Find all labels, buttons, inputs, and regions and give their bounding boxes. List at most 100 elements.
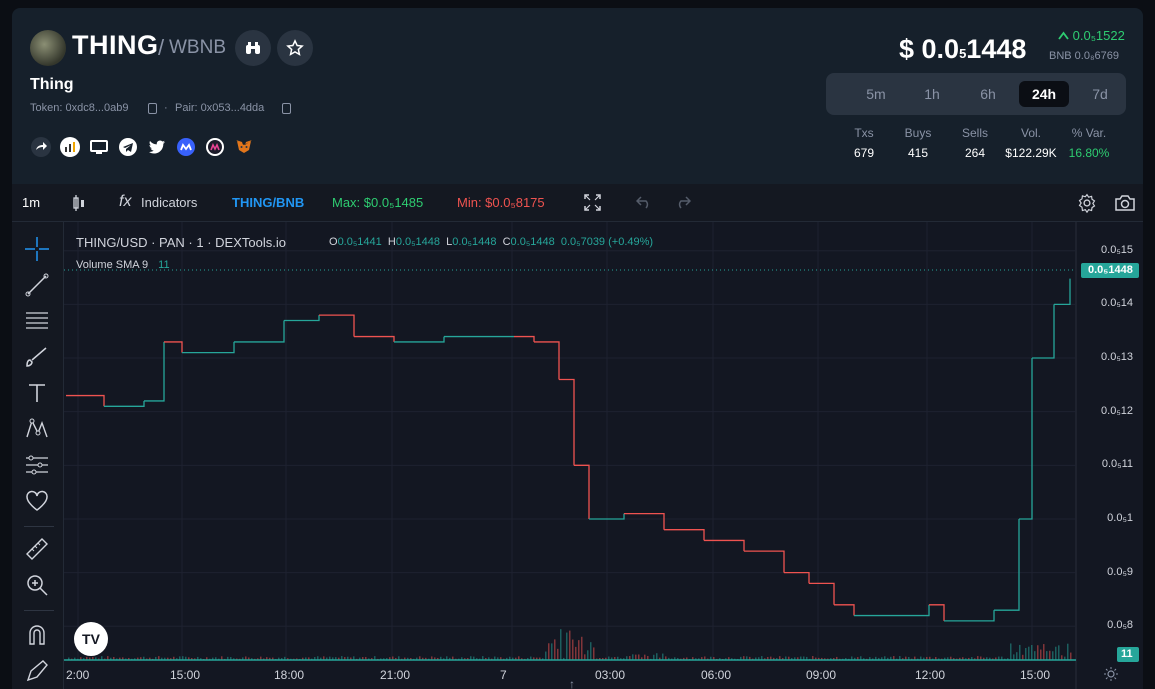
- tf-1h[interactable]: 1h: [924, 86, 940, 102]
- volume-bar: [761, 656, 763, 660]
- volume-bar: [140, 657, 142, 660]
- coinmarketcap-icon[interactable]: [175, 136, 196, 157]
- prediction-icon[interactable]: [24, 452, 50, 478]
- tradingview-logo[interactable]: TV: [74, 622, 108, 656]
- volume-bar: [968, 657, 970, 660]
- volume-bar: [983, 657, 985, 660]
- lock-drawing-icon[interactable]: [24, 658, 50, 684]
- copy-token-icon[interactable]: [148, 103, 157, 114]
- metamask-icon[interactable]: [233, 136, 254, 157]
- price-segment: [589, 513, 625, 520]
- ruler-icon[interactable]: [24, 536, 50, 562]
- twitter-icon[interactable]: [146, 136, 167, 157]
- volume-bar: [578, 640, 580, 660]
- y-tick-label: 0.0₅9: [1107, 565, 1133, 578]
- volume-bar: [1055, 646, 1057, 660]
- tf-24h[interactable]: 24h: [1019, 81, 1069, 107]
- indicators-icon[interactable]: fx: [119, 193, 132, 210]
- interval-button[interactable]: 1m: [22, 195, 41, 210]
- heart-icon[interactable]: [24, 488, 50, 514]
- volume-bar: [170, 658, 172, 660]
- tools-divider: [24, 526, 54, 527]
- volume-bar: [965, 658, 967, 660]
- trend-line-icon[interactable]: [24, 272, 50, 298]
- volume-bar: [197, 656, 199, 660]
- volume-bar: [647, 656, 649, 660]
- magnet-icon[interactable]: [24, 622, 50, 648]
- volume-bar: [692, 657, 694, 660]
- pair-toggle[interactable]: THING/BNB: [232, 195, 305, 210]
- volume-bar: [671, 658, 673, 660]
- crosshair-icon[interactable]: [24, 236, 50, 262]
- tf-5m[interactable]: 5m: [866, 86, 886, 102]
- website-icon[interactable]: [88, 136, 109, 157]
- volume-bar: [782, 658, 784, 660]
- indicators-button[interactable]: Indicators: [141, 195, 198, 210]
- volume-bar: [641, 657, 643, 660]
- chart-icon[interactable]: [59, 136, 80, 157]
- volume-bar: [938, 658, 940, 660]
- volume-bar: [368, 658, 370, 660]
- volume-bar: [1022, 654, 1024, 660]
- volume-bar: [548, 643, 550, 660]
- chart-toolbar: 1m fx Indicators THING/BNB Max: $0.0₅148…: [12, 184, 1143, 222]
- y-tick-label: 0.0₅15: [1101, 243, 1133, 256]
- candles-icon[interactable]: [72, 194, 86, 212]
- volume-bar: [1028, 646, 1030, 660]
- volume-bar: [1043, 644, 1045, 660]
- tf-6h[interactable]: 6h: [980, 86, 996, 102]
- undo-icon[interactable]: [636, 195, 652, 209]
- copy-pair-icon[interactable]: [282, 103, 291, 114]
- chart-canvas[interactable]: [64, 222, 1143, 689]
- text-icon[interactable]: [24, 380, 50, 406]
- volume-bar: [80, 657, 82, 660]
- zoom-in-icon[interactable]: [24, 572, 50, 598]
- volume-bar: [617, 656, 619, 660]
- volume-bar: [392, 656, 394, 660]
- settings-icon[interactable]: [1077, 193, 1097, 213]
- tf-7d[interactable]: 7d: [1092, 86, 1108, 102]
- volume-bar: [587, 650, 589, 660]
- price-segment: [534, 341, 560, 380]
- volume-bar: [83, 658, 85, 660]
- volume-bar: [581, 636, 583, 660]
- stat-txs: Txs 679: [853, 126, 875, 160]
- volume-bar: [797, 657, 799, 660]
- coingecko-icon[interactable]: [204, 136, 225, 157]
- volume-bar: [101, 656, 103, 660]
- price-segment: [704, 539, 745, 552]
- brightness-icon[interactable]: [1104, 667, 1118, 681]
- price-segment: [204, 341, 235, 354]
- volume-bar: [359, 657, 361, 660]
- compare-button[interactable]: [235, 30, 271, 66]
- volume-bar: [182, 656, 184, 660]
- volume-bar: [884, 656, 886, 660]
- volume-bar: [704, 656, 706, 660]
- telegram-icon[interactable]: [117, 136, 138, 157]
- price-segment: [284, 315, 320, 322]
- volume-bar: [632, 654, 634, 660]
- redo-icon[interactable]: [675, 195, 691, 209]
- volume-bar: [440, 656, 442, 660]
- volume-bar: [863, 658, 865, 660]
- volume-bar: [758, 657, 760, 660]
- brush-icon[interactable]: [24, 344, 50, 370]
- volume-bar: [482, 656, 484, 660]
- volume-bar: [317, 656, 319, 660]
- volume-bar: [947, 657, 949, 660]
- volume-bar: [380, 658, 382, 660]
- volume-bar: [506, 657, 508, 660]
- volume-bar: [89, 657, 91, 660]
- share-icon[interactable]: [30, 136, 51, 157]
- price-chart[interactable]: THING/USD · PAN · 1 · DEXTools.io O0.0₅1…: [64, 222, 1143, 689]
- price-segment: [944, 610, 995, 622]
- volume-bar: [272, 657, 274, 660]
- fullscreen-icon[interactable]: [584, 194, 601, 211]
- scroll-arrow-icon[interactable]: ↑: [569, 677, 575, 689]
- volume-bar: [560, 629, 562, 660]
- fib-lines-icon[interactable]: [24, 308, 50, 334]
- volume-bar: [698, 658, 700, 660]
- pattern-icon[interactable]: [24, 416, 50, 442]
- camera-icon[interactable]: [1114, 193, 1136, 213]
- favorite-button[interactable]: [277, 30, 313, 66]
